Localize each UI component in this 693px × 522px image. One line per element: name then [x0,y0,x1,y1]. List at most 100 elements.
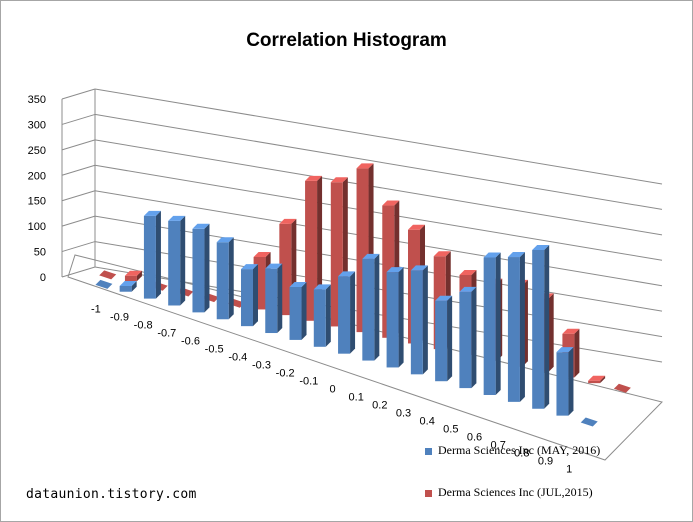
series-1-bar-side [180,215,186,306]
series-1-bar-top [435,295,453,301]
series-1-bar-side [252,264,258,327]
series-1-bar-top [216,237,234,243]
x-tick-label: 0.7 [491,439,506,451]
series-1-bar-side [495,252,501,395]
series-1-bar-side [422,265,428,375]
x-tick-label: 0.3 [396,407,411,419]
series-2-bar-top [459,269,477,275]
series-2-bar-side [136,270,142,282]
gridline-side [61,241,96,253]
series-1-bar-side [568,347,574,416]
gridline-side [61,113,96,125]
series-1-bar [240,269,253,327]
series-2-bar-top [253,251,271,257]
series-1-bar [556,352,569,416]
x-tick-label: 0.2 [372,399,387,411]
series-1-bar-top [532,244,550,250]
x-tick-label: 0.5 [443,423,458,435]
gridline [94,88,663,185]
series-2-bar [613,383,631,393]
x-tick-label: -0.3 [252,360,271,372]
series-2-bar [279,223,292,316]
watermark-text: dataunion.tistory.com [26,487,197,502]
series-1-bar [532,249,545,409]
series-2-bar-top [330,177,348,183]
x-tick-label: -0.2 [276,368,295,380]
series-2-bar-top [305,175,323,181]
series-1-bar-side [325,284,331,347]
series-1-bar [410,270,423,375]
y-tick-label: 250 [28,145,46,157]
gridline-side [61,215,96,227]
x-tick-label: 0.6 [467,431,482,443]
x-tick-label: -0.6 [181,336,200,348]
gridline [94,139,663,236]
chart-title: Correlation Histogram [246,30,447,51]
series-1-bar [95,279,113,289]
series-1-bar-top [483,252,501,258]
x-tick-label: -0.8 [134,320,153,332]
series-1-bar [459,291,472,389]
series-2-bar-top [356,163,374,169]
gridline-side [61,139,96,151]
x-tick-label: 0.8 [514,447,529,459]
y-tick-label: 100 [28,221,46,233]
series-1-bar-side [228,237,234,320]
series-1-bar-side [301,281,307,340]
gridline-side [61,266,96,278]
gridline [94,164,663,261]
y-tick-label: 300 [28,119,46,131]
series-1-bar [143,215,156,299]
series-1-bar-side [131,280,137,292]
y-tick-label: 0 [40,272,46,284]
series-1-bar-top [240,264,258,270]
series-1-bar-side [471,286,477,389]
series-1-bar [507,257,520,402]
series-1-bar-side [350,271,356,354]
series-1-bar [192,228,205,313]
gridline [94,113,663,210]
series-2-bar-top [124,270,142,276]
x-tick-label: 0.4 [420,415,435,427]
series-1-bar-top [168,215,186,221]
series-2-bar-side [574,328,580,378]
series-1-bar-side [447,295,453,382]
series-1-bar [386,272,399,368]
series-1-bar-top [289,281,307,287]
legend-item-series-1: Derma Sciences Inc (MAY, 2016) [425,443,600,458]
gridline-side [61,164,96,176]
series-2-bar [124,275,137,282]
series-1-bar-top [119,280,137,286]
series-1-bar-side [398,267,404,368]
series-1-bar [313,289,326,347]
legend-swatch-series-2 [425,489,432,497]
x-tick-label: -0.7 [157,328,176,340]
legend-label-series-2: Derma Sciences Inc (JUL,2015) [438,485,593,499]
series-2-bar-top [433,251,451,257]
series-1-bar-top [386,267,404,273]
series-2-bar-top [279,218,297,224]
series-1-bar-top [410,265,428,271]
x-tick-label: 1 [566,463,572,475]
series-1-bar-side [277,263,283,334]
series-1-bar-top [459,286,477,292]
series-1-bar-side [519,252,525,402]
y-tick-label: 150 [28,196,46,208]
gridline-side [61,88,96,100]
series-1-bar [216,242,229,320]
series-2-bar-top [562,328,580,334]
series-1-bar-top [192,223,210,229]
series-2-bar-top [588,375,606,381]
series-1-bar-top [143,210,161,216]
series-1-bar-side [204,223,210,313]
y-tick-label: 200 [28,170,46,182]
series-1-bar-side [544,244,550,409]
gridline-side [61,190,96,202]
series-1-bar-side [374,253,380,361]
series-1-bar [265,268,278,334]
series-1-bar [289,286,302,340]
legend-item-series-2: Derma Sciences Inc (JUL,2015) [425,485,593,500]
floor-outline [67,254,663,461]
series-2-bar-top [382,200,400,206]
